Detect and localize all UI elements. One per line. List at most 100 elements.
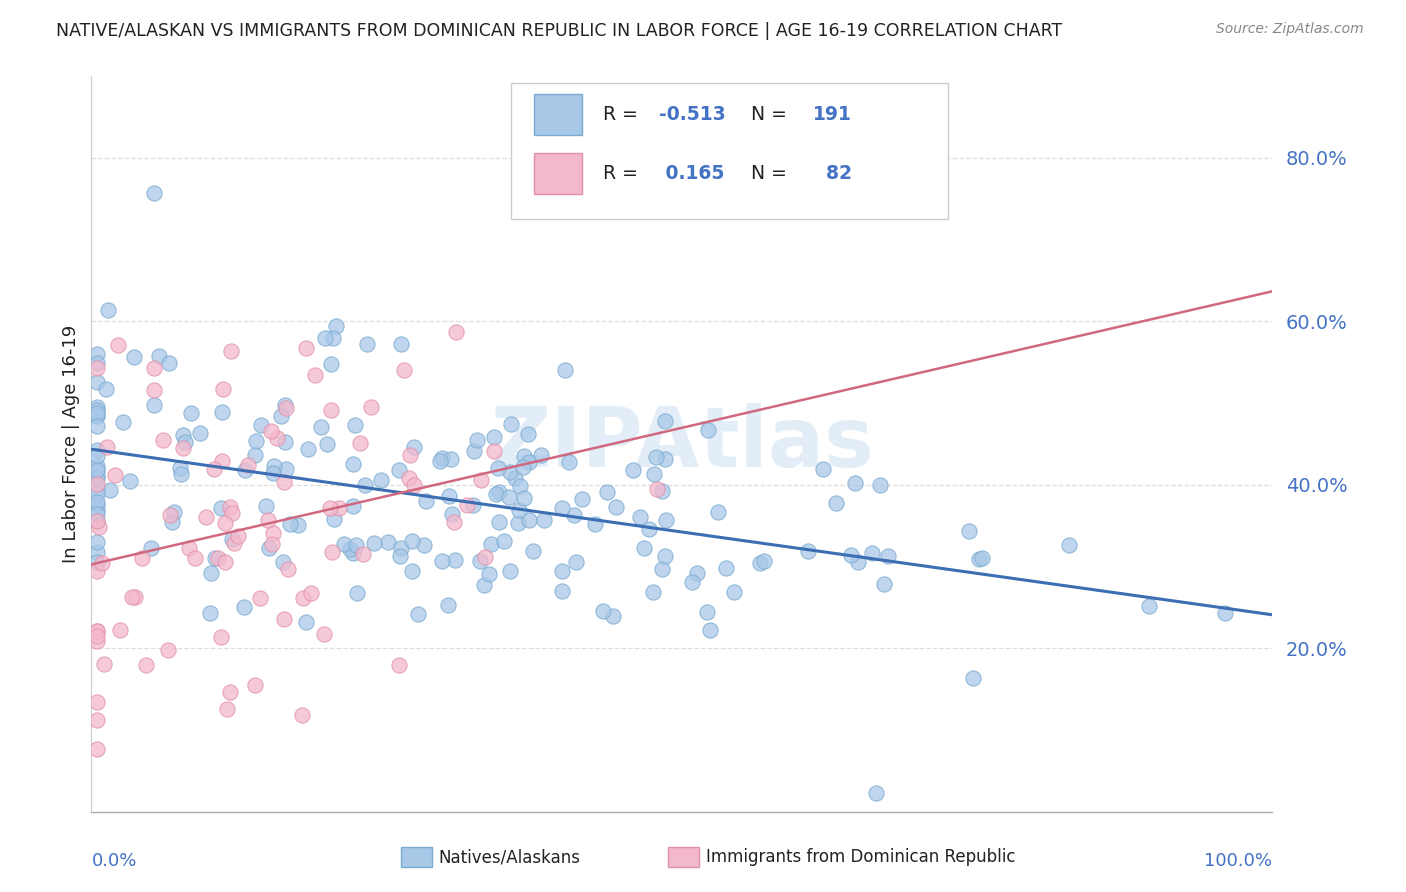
Point [873,577,896,591]
Point [333,537,356,551]
Point [456,499,478,513]
Point [530,448,553,462]
Point [86,403,108,417]
Point [96,440,118,454]
Point [498,465,520,479]
Point [233,463,256,477]
Point [121,590,143,604]
Point [211,405,233,419]
Point [295,615,318,629]
Text: N =: N = [738,164,793,183]
Text: ZIPAtlas: ZIPAtlas [489,403,875,484]
Point [221,344,243,359]
Point [492,533,515,548]
Point [465,434,488,448]
Point [87,520,110,534]
Point [159,508,181,522]
Point [488,485,510,500]
Point [319,402,342,417]
Point [157,356,180,370]
Point [436,598,458,612]
Point [86,400,108,414]
Point [754,554,776,568]
Point [404,441,426,455]
Bar [534,153,582,194]
Point [551,500,574,515]
Point [86,514,108,528]
Point [254,499,277,513]
Point [209,630,232,644]
Point [461,498,484,512]
Point [363,536,385,550]
Point [470,473,492,487]
Point [218,684,240,698]
Point [571,491,593,506]
Point [342,546,364,560]
Point [257,541,280,556]
FancyBboxPatch shape [510,83,948,219]
Point [86,495,108,509]
Point [221,532,243,546]
Point [124,350,146,364]
Point [86,465,108,479]
Point [274,435,297,450]
Point [294,341,316,355]
Point [354,477,377,491]
Point [748,556,770,570]
Point [322,331,344,345]
Point [508,503,530,517]
Point [86,470,108,484]
Point [86,554,108,568]
Point [274,461,297,475]
Point [202,462,225,476]
Text: 0.0%: 0.0% [91,852,136,871]
Point [86,470,108,484]
Point [389,337,412,351]
Point [637,522,659,536]
Point [86,360,108,375]
Point [644,450,666,464]
Point [219,500,242,514]
Point [444,325,467,339]
Bar [534,95,582,135]
Point [1213,607,1236,621]
Point [273,475,295,489]
Point [91,556,114,570]
Point [273,612,295,626]
Point [533,513,555,527]
Point [506,516,529,530]
Point [86,629,108,643]
Point [501,417,523,431]
Point [86,503,108,517]
Y-axis label: In Labor Force | Age 16-19: In Labor Force | Age 16-19 [62,325,80,563]
Point [633,541,655,555]
Point [346,585,368,599]
Point [172,441,194,455]
Point [716,560,738,574]
Point [342,457,364,471]
Point [184,551,207,566]
Point [112,416,135,430]
Point [211,454,233,468]
Point [110,623,132,637]
Point [404,477,426,491]
Point [273,555,295,569]
Point [94,382,117,396]
Point [276,401,298,415]
Point [485,487,508,501]
Point [522,544,544,558]
Point [156,642,179,657]
Point [602,608,624,623]
Point [513,491,536,506]
Point [399,448,422,462]
Point [869,477,891,491]
Point [517,513,540,527]
Text: NATIVE/ALASKAN VS IMMIGRANTS FROM DOMINICAN REPUBLIC IN LABOR FORCE | AGE 16-19 : NATIVE/ALASKAN VS IMMIGRANTS FROM DOMINI… [56,22,1063,40]
Point [316,436,339,450]
Point [86,458,108,473]
Point [266,431,288,445]
Point [848,555,870,569]
Point [228,529,250,543]
Point [482,430,505,444]
Point [86,483,108,497]
